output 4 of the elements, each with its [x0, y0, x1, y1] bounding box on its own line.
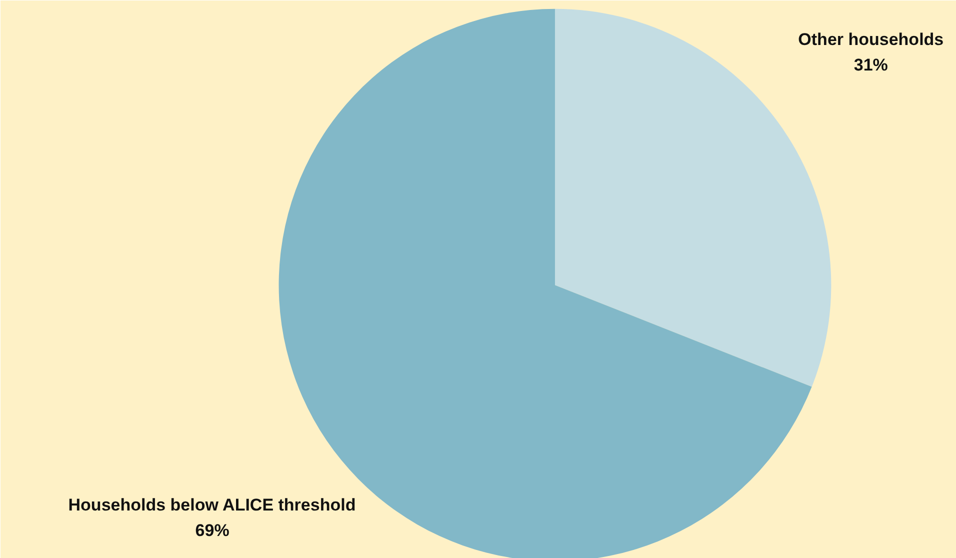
data-label: 69% [195, 521, 230, 540]
data-label: 31% [854, 55, 888, 74]
slice-label: Other households [798, 30, 944, 49]
slice-label: Households below ALICE threshold [68, 496, 356, 515]
